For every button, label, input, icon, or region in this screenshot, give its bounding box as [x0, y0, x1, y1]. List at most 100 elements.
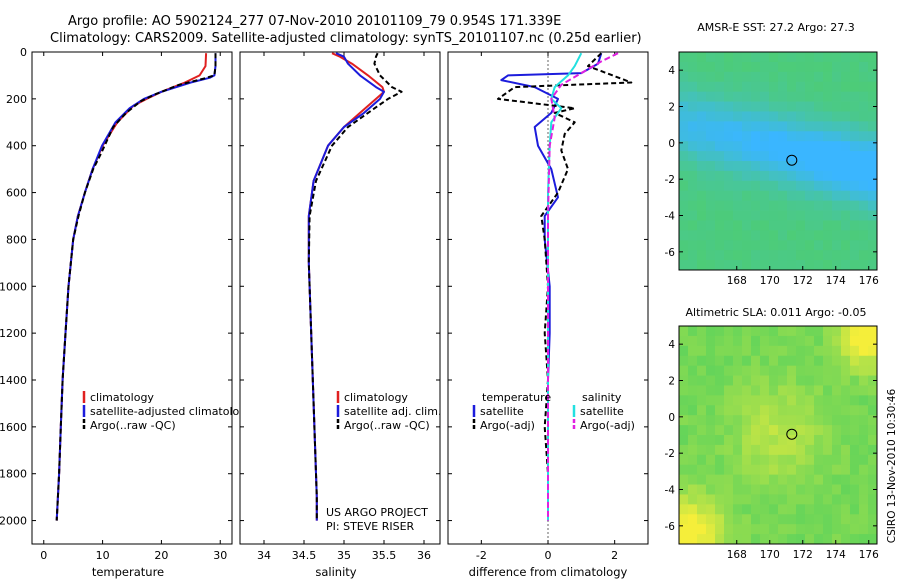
map-grid-cell: [823, 131, 833, 142]
map-grid-cell: [679, 415, 689, 426]
map-grid-cell: [760, 435, 770, 446]
map-grid-cell: [679, 375, 689, 386]
map-grid-cell: [751, 494, 761, 505]
map-grid-cell: [823, 170, 833, 182]
map-grid-cell: [823, 161, 833, 172]
map-grid-cell: [832, 81, 842, 93]
map-x-tick-label: 174: [826, 275, 846, 287]
map-grid-cell: [787, 534, 797, 545]
map-grid-cell: [706, 534, 716, 545]
map-grid-cell: [724, 111, 734, 122]
map-grid-cell: [733, 405, 743, 416]
map-grid-cell: [733, 484, 743, 495]
series-line: [307, 52, 403, 521]
map-grid-cell: [688, 141, 698, 152]
map-grid-cell: [850, 230, 860, 241]
map-grid-cell: [796, 101, 806, 112]
map-grid-cell: [823, 91, 833, 102]
argo-location-marker: [786, 154, 798, 166]
map-grid-cell: [724, 504, 734, 515]
map-grid-cell: [832, 91, 842, 102]
map-grid-cell: [850, 71, 860, 83]
map-grid-cell: [697, 161, 707, 172]
map-grid-cell: [796, 464, 806, 476]
map-grid-cell: [751, 200, 761, 211]
legend-title-salinity: salinity: [582, 391, 622, 404]
map-grid-cell: [787, 91, 797, 102]
map-grid-cell: [715, 514, 725, 525]
map-grid-cell: [742, 151, 752, 162]
map-grid-cell: [715, 345, 725, 357]
map-grid-cell: [679, 405, 689, 416]
map-grid-cell: [823, 375, 833, 386]
map-grid-cell: [868, 345, 878, 357]
map-grid-cell: [778, 494, 788, 505]
map-grid-cell: [715, 101, 725, 112]
legend-label-argo: Argo(..raw -QC): [344, 419, 430, 432]
map-grid-cell: [742, 444, 752, 456]
map-grid-cell: [814, 454, 824, 466]
map-grid-cell: [715, 111, 725, 122]
map-grid-cell: [679, 484, 689, 495]
map-grid-cell: [805, 335, 815, 347]
map-grid-cell: [769, 326, 779, 337]
map-grid-cell: [832, 415, 842, 426]
map-grid-cell: [733, 355, 743, 367]
map-grid-cell: [760, 91, 770, 102]
map-grid-cell: [868, 484, 878, 495]
map-grid-cell: [850, 524, 860, 535]
map-grid-cell: [832, 141, 842, 152]
map-grid-cell: [814, 230, 824, 241]
map-grid-cell: [679, 385, 689, 396]
map-grid-cell: [868, 61, 878, 73]
map-x-tick-label: 174: [826, 549, 846, 561]
map-grid-cell: [850, 91, 860, 102]
map-grid-cell: [751, 375, 761, 386]
map-grid-cell: [814, 190, 824, 202]
map-grid-cell: [715, 365, 725, 376]
y-tick-label: 1000: [0, 280, 27, 293]
map-grid-cell: [796, 61, 806, 73]
map-grid-cell: [841, 444, 851, 456]
map-grid-cell: [751, 355, 761, 367]
map-grid-cell: [706, 240, 716, 251]
map-grid-cell: [859, 405, 869, 416]
map-grid-cell: [859, 464, 869, 476]
map-grid-cell: [805, 101, 815, 112]
map-grid-cell: [724, 385, 734, 396]
map-grid-cell: [760, 454, 770, 466]
map-grid-cell: [850, 326, 860, 337]
map-grid-cell: [697, 210, 707, 221]
sst-map-panel: AMSR-E SST: 27.2 Argo: 27.3 168 170 172 174…: [665, 21, 880, 287]
map-grid-cell: [814, 210, 824, 221]
map-grid-cell: [868, 514, 878, 525]
map-grid-cell: [814, 170, 824, 182]
map-grid-cell: [805, 375, 815, 386]
map-grid-cell: [742, 52, 752, 63]
map-grid-cell: [751, 190, 761, 202]
map-grid-cell: [733, 494, 743, 505]
map-grid-cell: [733, 415, 743, 426]
map-grid-cell: [859, 180, 869, 192]
map-grid-cell: [814, 444, 824, 456]
map-grid-cell: [814, 91, 824, 102]
map-grid-cell: [850, 220, 860, 231]
map-grid-cell: [697, 250, 707, 261]
map-grid-cell: [832, 494, 842, 505]
map-grid-cell: [832, 474, 842, 485]
map-grid-cell: [814, 240, 824, 251]
map-grid-cell: [706, 180, 716, 192]
map-grid-cell: [868, 534, 878, 545]
map-grid-cell: [814, 61, 824, 73]
map-grid-cell: [769, 240, 779, 251]
map-grid-cell: [760, 474, 770, 485]
map-grid-cell: [751, 464, 761, 476]
legend-label-sal-satellite: satellite: [580, 405, 624, 418]
map-grid-cell: [787, 170, 797, 182]
map-grid-cell: [688, 121, 698, 132]
map-grid-cell: [841, 454, 851, 466]
map-grid-cell: [841, 71, 851, 83]
map-grid-cell: [769, 101, 779, 112]
map-grid-cell: [778, 220, 788, 231]
map-grid-cell: [823, 365, 833, 376]
